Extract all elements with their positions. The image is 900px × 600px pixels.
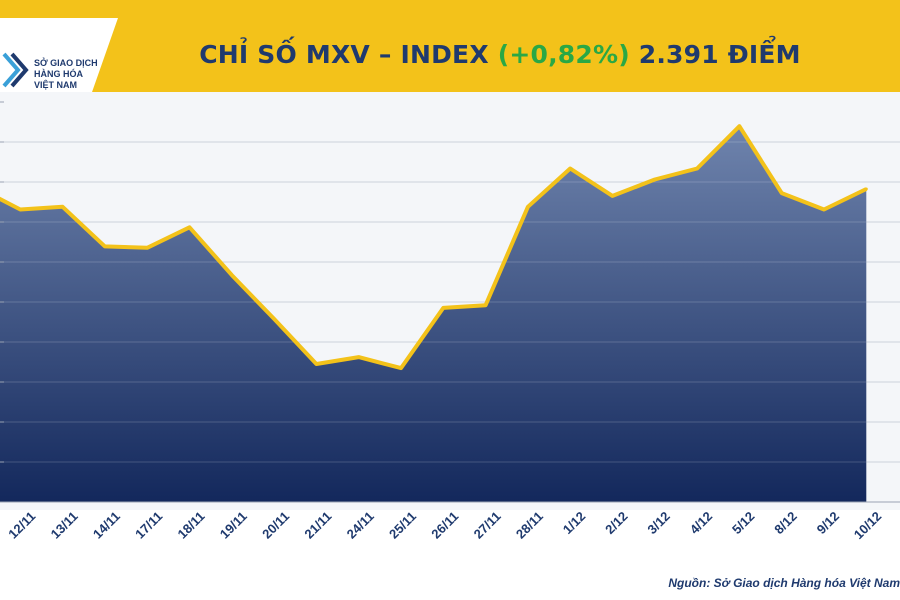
data-point (737, 124, 741, 128)
source-note: Nguồn: Sở Giao dịch Hàng hóa Việt Nam (668, 576, 900, 590)
series-area (0, 126, 867, 502)
x-tick-label: 10/12 (851, 509, 885, 543)
area-chart (0, 101, 900, 503)
x-tick-label: 18/11 (175, 509, 208, 542)
data-point (526, 205, 530, 209)
data-point (441, 306, 445, 310)
data-point (484, 303, 488, 307)
data-point (653, 177, 657, 181)
chart-area (0, 92, 900, 510)
data-point (18, 208, 22, 212)
logo: SỞ GIAO DỊCH HÀNG HÓA VIỆT NAM (0, 18, 118, 92)
title-main: CHỈ SỐ MXV – INDEX (199, 40, 498, 69)
x-tick-label: 27/11 (471, 509, 504, 542)
data-point (864, 187, 868, 191)
data-point (188, 225, 191, 229)
title-change: (+0,82%) (497, 40, 630, 69)
x-tick-label: 25/11 (386, 509, 419, 542)
data-point (314, 362, 318, 366)
x-tick-label: 28/11 (513, 509, 546, 542)
x-tick-label: 4/12 (687, 509, 716, 538)
logo-line: HÀNG HÓA (34, 69, 83, 79)
data-point (230, 273, 234, 277)
x-tick-label: 5/12 (729, 509, 758, 538)
title-value: 2.391 ĐIỂM (629, 40, 801, 69)
data-point (399, 366, 403, 370)
chart-header: SỞ GIAO DỊCH HÀNG HÓA VIỆT NAM CHỈ SỐ MX… (0, 0, 900, 92)
x-tick-label: 24/11 (344, 509, 377, 542)
x-tick-label: 21/11 (301, 509, 334, 542)
data-point (272, 317, 276, 321)
x-tick-label: 14/11 (90, 509, 123, 542)
data-point (103, 244, 107, 248)
data-point (822, 208, 826, 212)
logo-line: VIỆT NAM (34, 80, 78, 90)
x-tick-label: 20/11 (259, 509, 292, 542)
data-point (61, 205, 65, 209)
data-point (145, 246, 149, 250)
x-tick-labels: 11/1112/1113/1114/1117/1118/1119/1120/11… (5, 509, 885, 543)
logo-line: SỞ GIAO DỊCH (34, 58, 98, 68)
data-point (611, 194, 614, 198)
x-tick-label: 9/12 (814, 509, 843, 538)
x-tick-label: 26/11 (428, 509, 461, 542)
x-tick-label: 2/12 (602, 509, 631, 538)
data-point (568, 167, 572, 171)
data-point (357, 355, 361, 359)
data-point (695, 167, 699, 171)
chart-title: CHỈ SỐ MXV – INDEX (+0,82%) 2.391 ĐIỂM (150, 40, 850, 69)
data-point (780, 191, 784, 195)
x-tick-label: 19/11 (217, 509, 250, 542)
x-tick-label: 12/11 (5, 509, 38, 542)
x-tick-label: 3/12 (644, 509, 673, 538)
x-tick-label: 1/12 (560, 509, 589, 538)
x-tick-label: 13/11 (48, 509, 81, 542)
x-tick-label: 8/12 (771, 509, 800, 538)
series-line (0, 124, 868, 371)
x-tick-label: 17/11 (132, 509, 165, 542)
logo-chevron-icon (2, 52, 29, 88)
logo-text: SỞ GIAO DỊCH HÀNG HÓA VIỆT NAM (34, 58, 118, 91)
